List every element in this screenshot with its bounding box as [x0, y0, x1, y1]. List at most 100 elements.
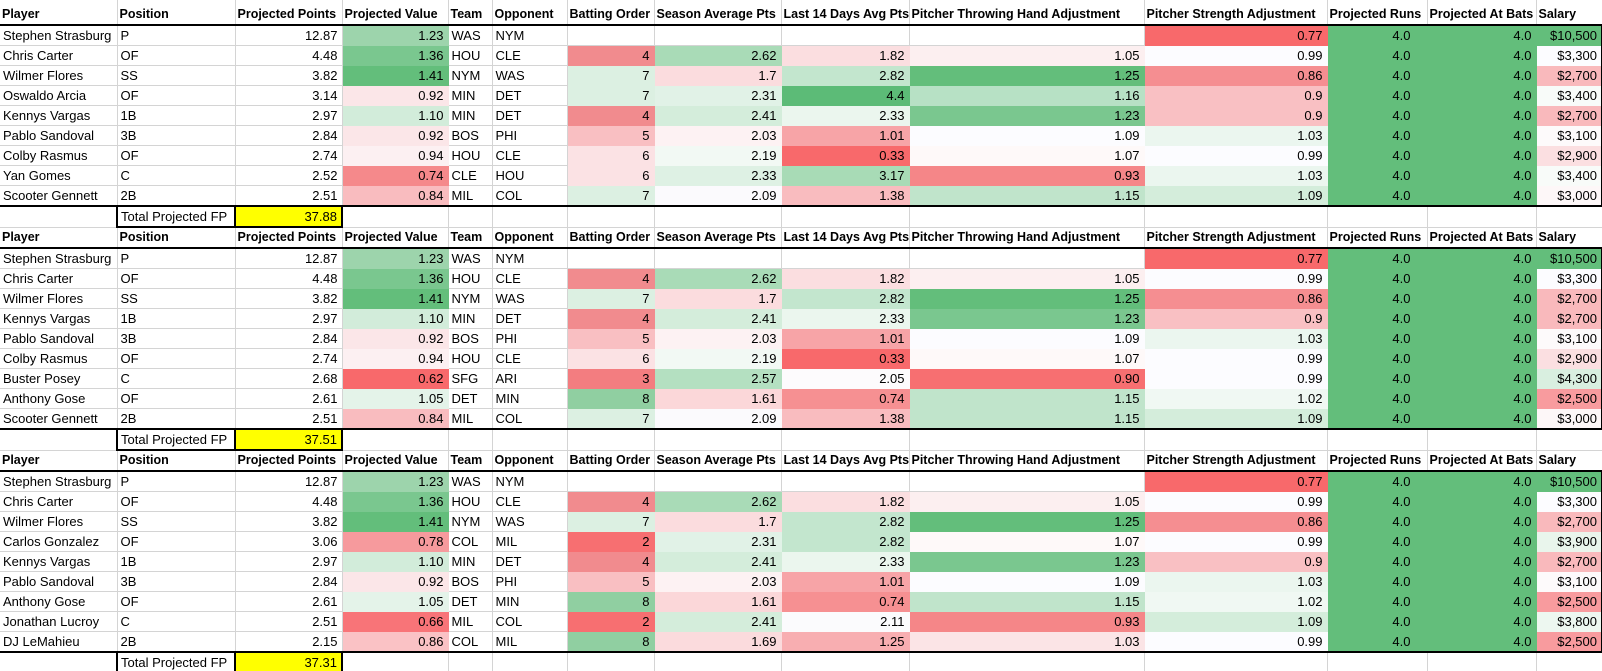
- cell-projected-runs[interactable]: 4.0: [1327, 45, 1428, 66]
- cell-season-average-pts[interactable]: 2.19: [654, 348, 782, 369]
- col-header-position[interactable]: Position: [117, 228, 236, 249]
- col-header-player[interactable]: Player: [0, 5, 118, 26]
- cell-last-14-days-avg-pts[interactable]: 2.82: [781, 288, 910, 309]
- cell-team[interactable]: NYM: [448, 288, 493, 309]
- cell-pitcher-throwing-hand-adjustment[interactable]: 1.23: [909, 551, 1145, 572]
- col-header-last-14-days-avg-pts[interactable]: Last 14 Days Avg Pts: [781, 228, 910, 249]
- cell-season-average-pts[interactable]: 2.41: [654, 551, 782, 572]
- cell-last-14-days-avg-pts[interactable]: 1.01: [781, 125, 910, 146]
- cell-pitcher-throwing-hand-adjustment[interactable]: 0.93: [909, 165, 1145, 186]
- cell-last-14-days-avg-pts[interactable]: 1.25: [781, 631, 910, 653]
- cell-position[interactable]: OF: [117, 491, 236, 512]
- cell-projected-value[interactable]: 1.23: [342, 471, 449, 492]
- cell-pitcher-throwing-hand-adjustment[interactable]: 1.25: [909, 65, 1145, 86]
- cell-last-14-days-avg-pts[interactable]: 2.33: [781, 105, 910, 126]
- cell-projected-runs[interactable]: 4.0: [1327, 328, 1428, 349]
- cell-season-average-pts[interactable]: [654, 471, 782, 492]
- col-header-pitcher-throwing-hand-adjustment[interactable]: Pitcher Throwing Hand Adjustment: [909, 451, 1145, 472]
- cell-projected-at-bats[interactable]: 4.0: [1427, 611, 1537, 632]
- cell-batting-order[interactable]: [567, 471, 655, 492]
- cell-projected-at-bats[interactable]: 4.0: [1427, 45, 1537, 66]
- cell-projected-runs[interactable]: 4.0: [1327, 185, 1428, 207]
- cell-projected-value[interactable]: 0.94: [342, 145, 449, 166]
- cell-pitcher-strength-adjustment[interactable]: 0.99: [1144, 348, 1328, 369]
- cell-player[interactable]: Chris Carter: [0, 45, 118, 66]
- cell-position[interactable]: OF: [117, 388, 236, 409]
- cell-pitcher-throwing-hand-adjustment[interactable]: 1.23: [909, 308, 1145, 329]
- cell-opponent[interactable]: DET: [492, 85, 568, 106]
- cell-projected-points[interactable]: 2.97: [235, 105, 343, 126]
- total-projected-fp-label[interactable]: Total Projected FP: [116, 651, 236, 671]
- cell-batting-order[interactable]: 4: [567, 45, 655, 66]
- cell-projected-runs[interactable]: 4.0: [1327, 145, 1428, 166]
- cell-season-average-pts[interactable]: 2.03: [654, 125, 782, 146]
- cell-projected-value[interactable]: 0.94: [342, 348, 449, 369]
- cell-batting-order[interactable]: 7: [567, 185, 655, 207]
- cell-player[interactable]: Scooter Gennett: [0, 408, 118, 430]
- col-header-team[interactable]: Team: [448, 228, 493, 249]
- cell-projected-at-bats[interactable]: 4.0: [1427, 65, 1537, 86]
- cell-projected-value[interactable]: 0.92: [342, 125, 449, 146]
- cell-team[interactable]: MIN: [448, 308, 493, 329]
- cell-projected-value[interactable]: 0.78: [342, 531, 449, 552]
- cell-season-average-pts[interactable]: 2.31: [654, 85, 782, 106]
- cell-projected-at-bats[interactable]: 4.0: [1427, 145, 1537, 166]
- cell-batting-order[interactable]: 7: [567, 65, 655, 86]
- cell-projected-runs[interactable]: 4.0: [1327, 65, 1428, 86]
- col-header-projected-points[interactable]: Projected Points: [235, 451, 343, 472]
- cell-season-average-pts[interactable]: 2.41: [654, 105, 782, 126]
- cell-projected-points[interactable]: 2.51: [235, 185, 343, 207]
- cell-last-14-days-avg-pts[interactable]: 2.82: [781, 65, 910, 86]
- cell-salary[interactable]: $3,900: [1536, 531, 1602, 552]
- cell-season-average-pts[interactable]: 2.19: [654, 145, 782, 166]
- cell-projected-points[interactable]: 12.87: [235, 248, 343, 269]
- cell-season-average-pts[interactable]: 2.41: [654, 308, 782, 329]
- cell-projected-value[interactable]: 1.05: [342, 388, 449, 409]
- cell-projected-points[interactable]: 4.48: [235, 268, 343, 289]
- cell-last-14-days-avg-pts[interactable]: 2.82: [781, 531, 910, 552]
- cell-position[interactable]: 1B: [117, 551, 236, 572]
- cell-salary[interactable]: $4,300: [1536, 368, 1602, 389]
- col-header-salary[interactable]: Salary: [1536, 228, 1602, 249]
- cell-season-average-pts[interactable]: 1.69: [654, 631, 782, 653]
- col-header-opponent[interactable]: Opponent: [492, 228, 568, 249]
- cell-projected-at-bats[interactable]: 4.0: [1427, 165, 1537, 186]
- cell-batting-order[interactable]: 5: [567, 571, 655, 592]
- cell-season-average-pts[interactable]: 1.61: [654, 591, 782, 612]
- cell-opponent[interactable]: DET: [492, 551, 568, 572]
- cell-batting-order[interactable]: 4: [567, 551, 655, 572]
- cell-season-average-pts[interactable]: [654, 248, 782, 269]
- col-header-batting-order[interactable]: Batting Order: [567, 228, 655, 249]
- cell-projected-value[interactable]: 1.10: [342, 105, 449, 126]
- empty-cell[interactable]: [567, 429, 655, 451]
- cell-projected-value[interactable]: 1.36: [342, 491, 449, 512]
- cell-projected-runs[interactable]: 4.0: [1327, 591, 1428, 612]
- cell-pitcher-throwing-hand-adjustment[interactable]: 1.07: [909, 531, 1145, 552]
- cell-salary[interactable]: $10,500: [1536, 471, 1602, 492]
- total-projected-fp-value[interactable]: 37.51: [234, 428, 343, 451]
- cell-projected-points[interactable]: 12.87: [235, 471, 343, 492]
- cell-pitcher-throwing-hand-adjustment[interactable]: 1.25: [909, 288, 1145, 309]
- cell-projected-value[interactable]: 1.23: [342, 248, 449, 269]
- cell-projected-at-bats[interactable]: 4.0: [1427, 631, 1537, 653]
- col-header-pitcher-strength-adjustment[interactable]: Pitcher Strength Adjustment: [1144, 451, 1328, 472]
- cell-opponent[interactable]: WAS: [492, 511, 568, 532]
- cell-last-14-days-avg-pts[interactable]: 3.17: [781, 165, 910, 186]
- col-header-position[interactable]: Position: [117, 5, 236, 26]
- cell-opponent[interactable]: DET: [492, 308, 568, 329]
- total-projected-fp-value[interactable]: 37.88: [234, 205, 343, 228]
- empty-cell[interactable]: [1327, 429, 1428, 451]
- cell-position[interactable]: OF: [117, 531, 236, 552]
- col-header-salary[interactable]: Salary: [1536, 5, 1602, 26]
- cell-player[interactable]: DJ LeMahieu: [0, 631, 118, 653]
- col-header-pitcher-throwing-hand-adjustment[interactable]: Pitcher Throwing Hand Adjustment: [909, 5, 1145, 26]
- cell-position[interactable]: OF: [117, 85, 236, 106]
- cell-pitcher-strength-adjustment[interactable]: 0.99: [1144, 531, 1328, 552]
- cell-team[interactable]: MIN: [448, 551, 493, 572]
- col-header-projected-points[interactable]: Projected Points: [235, 228, 343, 249]
- cell-player[interactable]: Stephen Strasburg: [0, 471, 118, 492]
- cell-batting-order[interactable]: 8: [567, 631, 655, 653]
- empty-cell[interactable]: [1536, 206, 1602, 228]
- cell-projected-value[interactable]: 0.84: [342, 408, 449, 430]
- empty-cell[interactable]: [448, 652, 493, 671]
